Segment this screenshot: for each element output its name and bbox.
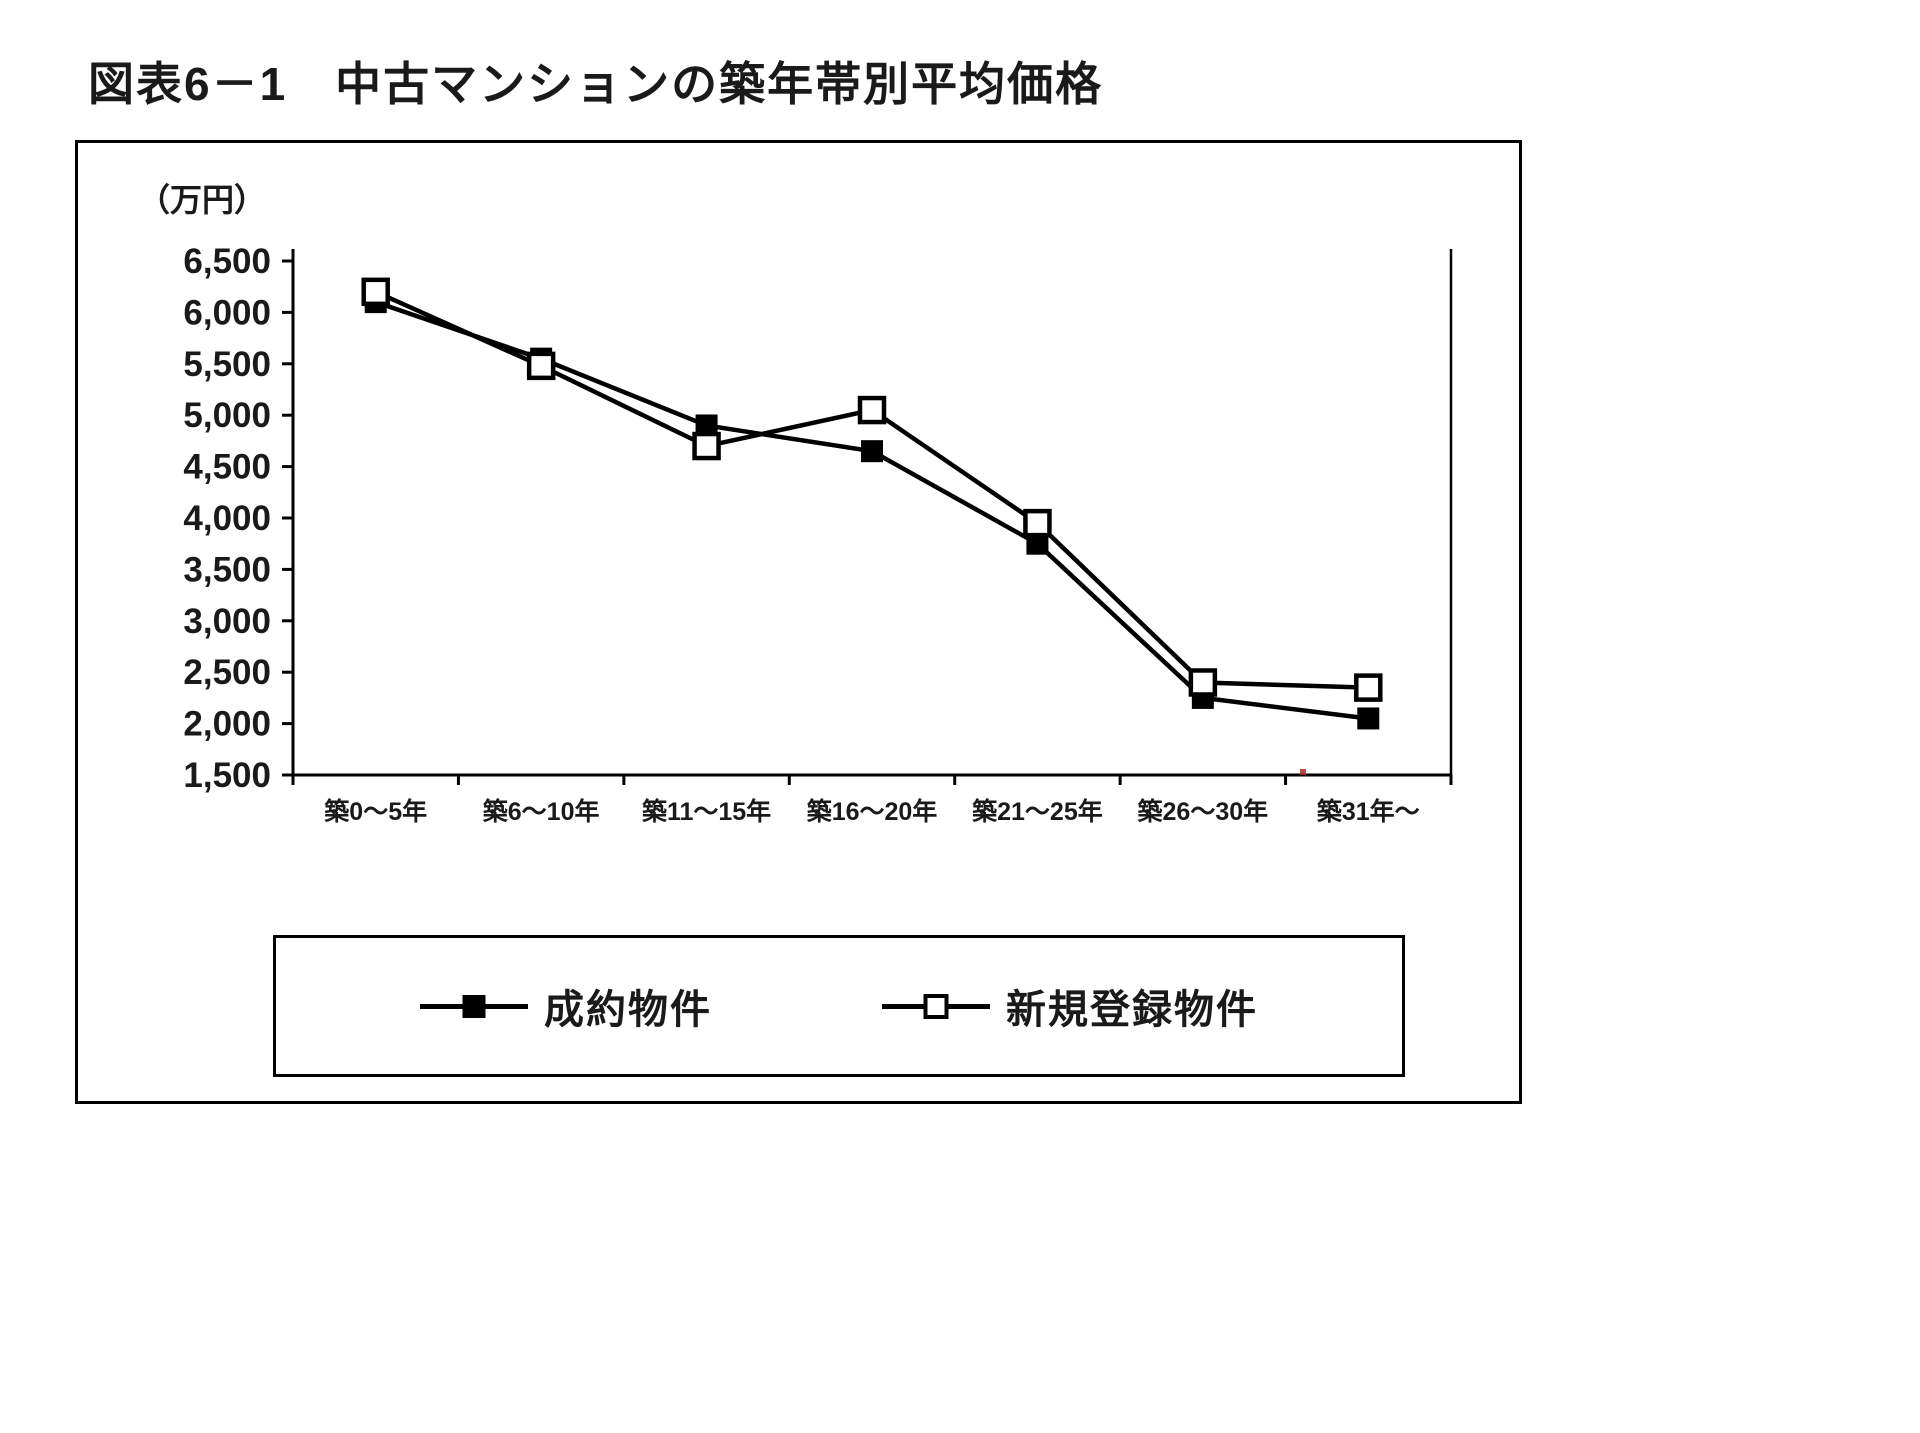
series-line-0	[374, 299, 1369, 721]
open-square-marker-icon	[882, 993, 990, 1019]
x-category-label: 築21～25年	[971, 797, 1103, 826]
marker-filled-square	[861, 440, 883, 463]
plot-svg: 6,500 6,000 5,500 5,000 4,500 4,000 3,500 3,000…	[183, 242, 1453, 826]
legend-label-contracted: 成約物件	[544, 988, 712, 1032]
y-tick-label: 4,500	[183, 448, 271, 487]
legend: 成約物件 新規登録物件	[273, 935, 1405, 1077]
y-tick-label: 1,500	[183, 756, 271, 795]
marker-open-square	[857, 395, 887, 425]
y-tick-label: 5,000	[183, 396, 271, 435]
x-category-label: 築0～5年	[323, 797, 427, 826]
legend-item-contracted: 成約物件	[420, 977, 712, 1035]
marker-open-square	[1023, 508, 1052, 538]
marker-open-square	[1188, 668, 1218, 697]
x-category-label: 築26～30年	[1137, 797, 1269, 826]
marker-open-square	[526, 351, 556, 381]
y-tick-label: 3,500	[183, 550, 271, 589]
y-tick-label: 3,000	[183, 602, 271, 641]
x-category-label: 築11～15年	[641, 797, 771, 826]
marker-filled-square	[1357, 707, 1380, 730]
chart-title: 図表6－1 中古マンションの築年帯別平均価格	[88, 58, 1104, 110]
chart-frame: （万円） 6,500 6,000 5,500 5,000 4,500 4,000 3,500…	[75, 140, 1522, 1104]
x-category-label: 築6～10年	[482, 797, 600, 826]
y-tick-label: 2,000	[183, 705, 271, 744]
marker-open-square	[361, 277, 390, 307]
legend-item-new-listing: 新規登録物件	[882, 977, 1258, 1035]
legend-label-new-listing: 新規登録物件	[1006, 988, 1258, 1032]
marker-filled-square	[695, 414, 718, 437]
y-axis-unit-label: （万円）	[138, 182, 267, 218]
x-category-label: 築16～20年	[806, 797, 938, 826]
y-tick-label: 4,000	[183, 499, 271, 538]
marker-open-square	[692, 431, 721, 461]
marker-filled-square	[1026, 532, 1049, 555]
y-tick-label: 5,500	[183, 345, 271, 384]
y-tick-label: 6,500	[183, 242, 271, 281]
y-tick-label: 2,500	[183, 653, 271, 692]
y-tick-label: 6,000	[183, 293, 271, 332]
x-category-label: 築31年～	[1316, 797, 1420, 826]
marker-open-square	[1354, 673, 1383, 702]
filled-square-marker-icon	[420, 993, 528, 1019]
red-artifact-dot	[1300, 769, 1306, 775]
